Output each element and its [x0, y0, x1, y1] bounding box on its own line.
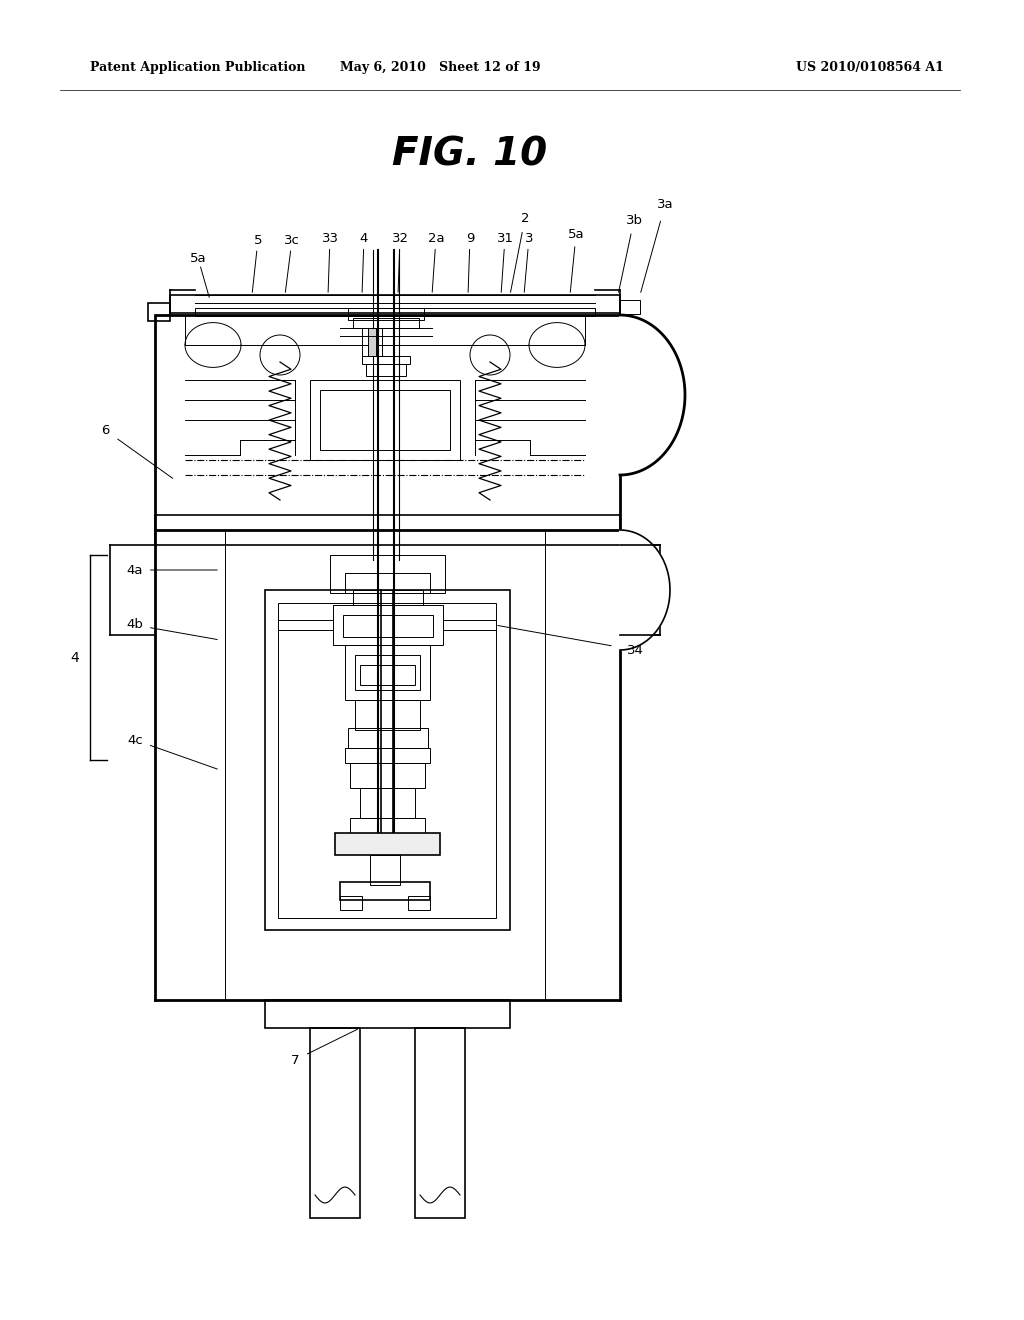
Bar	[333, 605, 443, 645]
Bar	[185, 315, 585, 345]
Bar	[340, 882, 430, 900]
Text: 4: 4	[71, 651, 80, 665]
Bar	[348, 729, 428, 748]
Bar	[340, 896, 362, 909]
Bar	[620, 300, 640, 314]
Text: 3c: 3c	[284, 234, 300, 247]
Bar	[335, 833, 440, 855]
Bar	[343, 615, 433, 638]
Text: 5: 5	[254, 234, 262, 247]
Text: US 2010/0108564 A1: US 2010/0108564 A1	[796, 62, 944, 74]
Text: 3b: 3b	[626, 214, 642, 227]
Text: 9: 9	[466, 231, 474, 244]
Bar	[350, 818, 425, 833]
Bar	[330, 554, 445, 593]
Bar	[415, 1028, 465, 1218]
Bar	[362, 356, 410, 364]
Text: 2: 2	[521, 211, 529, 224]
Bar	[362, 327, 382, 356]
Text: 3a: 3a	[656, 198, 674, 211]
Text: 5a: 5a	[567, 228, 585, 242]
Bar	[265, 590, 510, 931]
Bar	[345, 573, 430, 593]
Bar	[170, 294, 620, 313]
Text: 6: 6	[100, 424, 110, 437]
Polygon shape	[620, 315, 685, 475]
Text: Patent Application Publication: Patent Application Publication	[90, 62, 305, 74]
Bar	[265, 1001, 510, 1028]
Bar	[319, 389, 450, 450]
Bar	[348, 308, 424, 319]
Bar	[355, 700, 420, 730]
Text: 31: 31	[497, 231, 513, 244]
Bar	[360, 788, 415, 818]
Text: 32: 32	[391, 231, 409, 244]
Text: 4a: 4a	[127, 564, 143, 577]
Text: 4b: 4b	[127, 619, 143, 631]
Bar	[345, 645, 430, 700]
Text: 4c: 4c	[127, 734, 143, 747]
Text: 34: 34	[627, 644, 643, 656]
Bar	[368, 327, 376, 356]
Text: May 6, 2010   Sheet 12 of 19: May 6, 2010 Sheet 12 of 19	[340, 62, 541, 74]
Bar	[360, 665, 415, 685]
Text: 4: 4	[359, 231, 369, 244]
Bar	[310, 1028, 360, 1218]
Text: 2a: 2a	[428, 231, 444, 244]
Bar	[370, 855, 400, 884]
Text: 3: 3	[524, 231, 534, 244]
Bar	[310, 380, 460, 459]
Bar	[155, 515, 620, 545]
Bar	[353, 590, 423, 605]
Bar	[278, 603, 496, 917]
Bar	[155, 315, 620, 531]
Bar	[408, 896, 430, 909]
Bar	[148, 304, 170, 321]
Text: 33: 33	[322, 231, 339, 244]
Text: 5a: 5a	[189, 252, 206, 264]
Bar	[350, 763, 425, 788]
Polygon shape	[620, 531, 670, 649]
Text: 7: 7	[291, 1053, 299, 1067]
Bar	[195, 308, 595, 315]
Bar	[366, 364, 406, 376]
Bar	[345, 748, 430, 763]
Text: FIG. 10: FIG. 10	[392, 136, 548, 174]
Bar	[353, 318, 419, 327]
Bar	[355, 655, 420, 690]
